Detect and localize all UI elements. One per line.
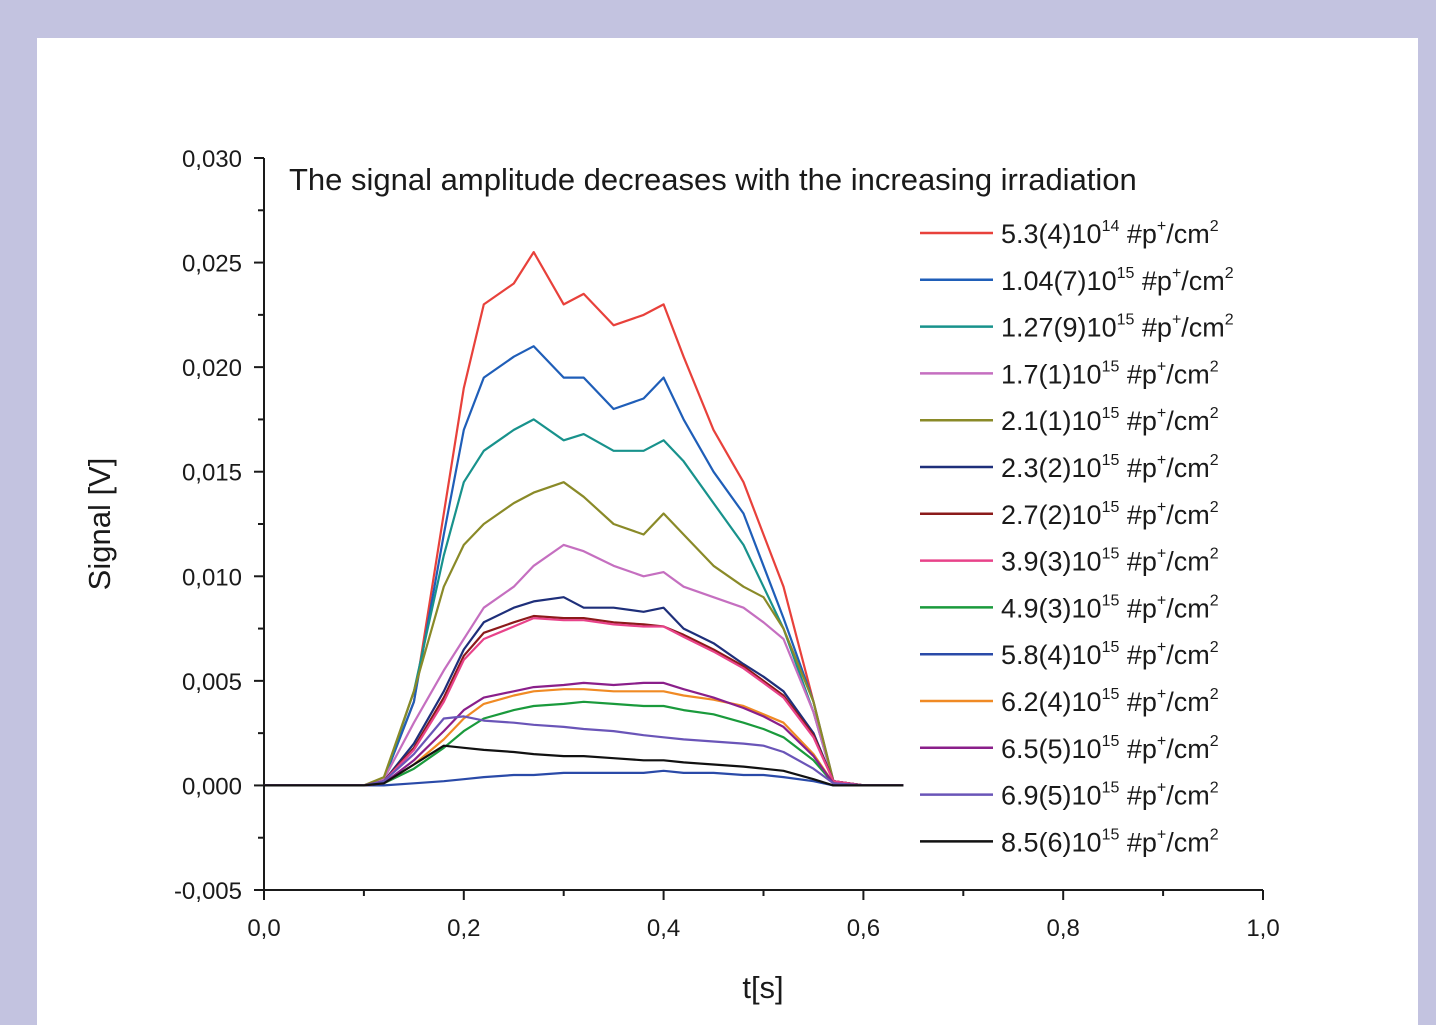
legend-entry: 6.9(5)1015 #p+/cm2 (1001, 780, 1219, 811)
x-tick-label: 0,4 (647, 915, 680, 942)
y-axis-label: Signal [V] (82, 458, 117, 591)
series-line-9 (264, 700, 904, 787)
legend-entry: 1.04(7)1015 #p+/cm2 (1001, 265, 1234, 296)
legend: 5.3(4)1014 #p+/cm2 1.04(7)1015 #p+/cm2 1.2… (920, 218, 1234, 857)
legend-entry: 1.7(1)1015 #p+/cm2 (1001, 358, 1219, 389)
series-line-12 (264, 681, 904, 787)
y-tick-label: 0,015 (182, 460, 242, 487)
y-tick-label: 0,020 (182, 355, 242, 382)
legend-entry: 2.7(2)1015 #p+/cm2 (1001, 499, 1219, 530)
y-ticks: -0,005 0,000 0,005 0,010 0,015 0,020 0,025 0,03… (174, 146, 264, 905)
y-tick-label: 0,010 (182, 564, 242, 591)
legend-entry: 6.5(5)1015 #p+/cm2 (1001, 733, 1219, 764)
legend-entry: 5.8(4)1015 #p+/cm2 (1001, 639, 1219, 670)
legend-entry: 1.27(9)1015 #p+/cm2 (1001, 312, 1234, 343)
series-line-13 (264, 715, 904, 787)
series-line-10 (264, 769, 904, 787)
series-line-7 (264, 614, 904, 787)
x-tick-label: 0,2 (447, 915, 480, 942)
legend-entry: 2.3(2)1015 #p+/cm2 (1001, 452, 1219, 483)
y-tick-label: 0,030 (182, 146, 242, 173)
figure-panel (37, 38, 1418, 1025)
y-tick-label: 0,005 (182, 669, 242, 696)
legend-entry: 3.9(3)1015 #p+/cm2 (1001, 546, 1219, 577)
x-ticks: 0,0 0,2 0,4 0,6 0,8 1,0 (247, 890, 1280, 942)
series-line-8 (264, 616, 904, 787)
y-tick-label: 0,025 (182, 251, 242, 278)
legend-entry: 6.2(4)1015 #p+/cm2 (1001, 686, 1219, 717)
legend-entry: 5.3(4)1014 #p+/cm2 (1001, 218, 1219, 249)
y-tick-label: -0,005 (174, 878, 242, 905)
x-tick-label: 0,8 (1047, 915, 1080, 942)
series-line-5 (264, 481, 904, 787)
y-tick-label: 0,000 (182, 773, 242, 800)
series-line-1 (264, 251, 904, 787)
x-tick-label: 0,6 (847, 915, 880, 942)
chart-title: The signal amplitude decreases with the … (289, 162, 1137, 197)
series-line-3 (264, 418, 904, 787)
series-line-14 (264, 744, 904, 787)
series-line-11 (264, 688, 904, 787)
x-tick-label: 1,0 (1246, 915, 1279, 942)
legend-entry: 4.9(3)1015 #p+/cm2 (1001, 592, 1219, 623)
legend-entry: 2.1(1)1015 #p+/cm2 (1001, 405, 1219, 436)
legend-entry: 8.5(6)1015 #p+/cm2 (1001, 826, 1219, 857)
series-line-2 (264, 345, 904, 787)
series-line-4 (264, 543, 904, 787)
x-axis-label: t[s] (742, 970, 783, 1005)
x-tick-label: 0,0 (247, 915, 280, 942)
series-line-6 (264, 596, 904, 787)
series-lines (264, 251, 904, 787)
